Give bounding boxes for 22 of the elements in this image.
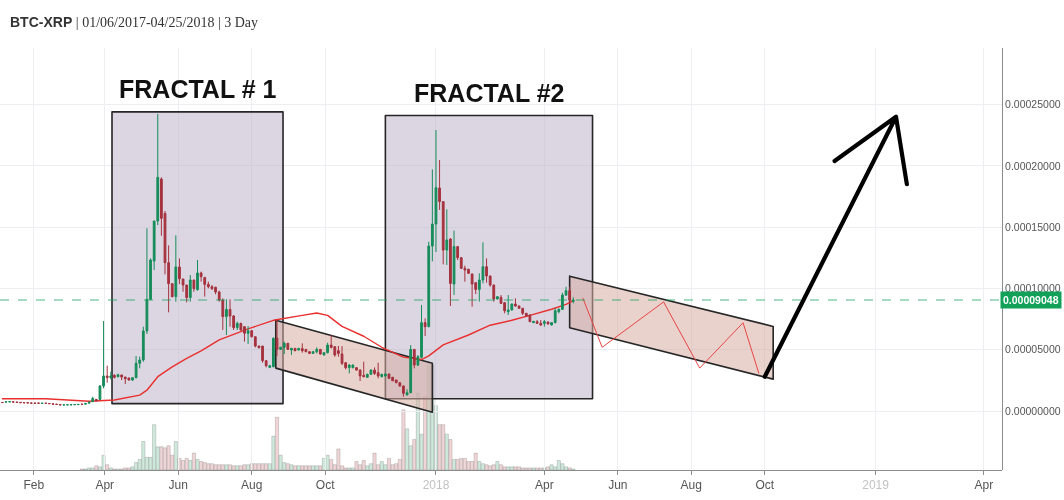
x-tick-label: Apr [974,478,994,493]
y-tick-label: 0.00010000 [1005,282,1061,295]
x-tick-label: Jun [608,478,628,493]
y-tick-label: 0.00000000 [1005,404,1061,417]
y-tick-label: 0.00020000 [1005,159,1061,172]
x-tick-label: Apr [535,478,554,493]
x-tick-label: Jun [168,478,188,493]
chart-title: BTC-XRP | 01/06/2017-04/25/2018 | 3 Day [10,13,259,30]
x-tick-label: Aug [680,478,702,493]
x-tick-label: 2019 [862,478,890,493]
x-tick-label: Aug [241,478,263,493]
y-tick-label: 0.00005000 [1005,343,1061,356]
ref-line-label: 0.00009048 [1003,294,1059,306]
series-label: FRACTAL # 1 [119,75,277,103]
x-tick-label: Oct [315,478,336,493]
x-tick-label: Feb [23,478,45,493]
series-label: FRACTAL #2 [414,79,565,107]
x-tick-label: Oct [755,478,775,493]
y-tick-label: 0.00015000 [1005,220,1061,233]
x-tick-label: Apr [95,478,115,493]
x-tick-label: 2018 [422,478,450,493]
y-tick-label: 0.00025000 [1005,98,1061,111]
